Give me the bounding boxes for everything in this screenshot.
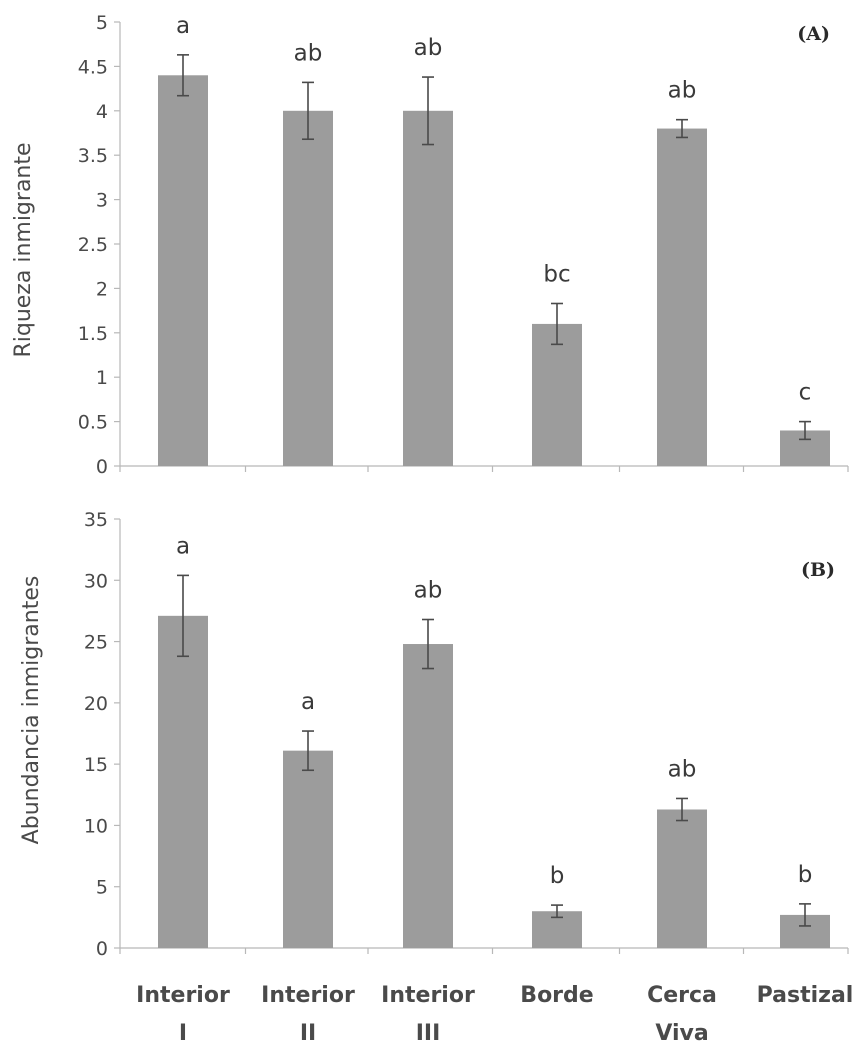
y-tick-label: 0.5 [78,412,108,434]
bar [283,750,333,948]
category-label: Borde [520,983,593,1008]
category-label-line: II [300,1021,316,1046]
significance-label: b [798,862,813,888]
significance-label: ab [294,40,323,66]
y-tick-label: 25 [84,632,108,654]
significance-label: a [176,13,190,39]
y-tick-label: 3 [96,190,108,212]
y-tick-label: 35 [84,509,108,531]
y-tick-label: 0 [96,938,108,960]
bar [403,110,453,467]
y-tick-label: 1.5 [78,323,108,345]
bar [532,323,582,466]
significance-label: ab [414,578,443,604]
bar [283,110,333,467]
category-label-line: Interior [381,983,475,1008]
y-tick-label: 4 [96,101,108,123]
significance-label: bc [543,261,570,287]
bar [403,644,453,948]
y-tick-label: 1 [96,367,108,389]
bar [657,809,707,948]
significance-label: c [799,380,812,406]
category-label: Pastizal [757,983,854,1008]
category-label-line: Pastizal [757,983,854,1008]
panel-label: (B) [801,559,835,581]
category-label-line: Borde [520,983,593,1008]
chart-panel-a: 0 0.5 1 1.5 2 2.5 3 3.5 4 4.5 5 Riqueza inmigrante (… [11,12,849,478]
y-tick-label: 3.5 [78,145,108,167]
y-tick-label: 2.5 [78,234,108,256]
y-axis-title: Riqueza inmigrante [11,142,36,357]
panel-label: (A) [797,23,830,45]
y-tick-label: 10 [84,815,108,837]
significance-label: b [550,863,565,889]
bar [657,128,707,466]
y-tick-label: 2 [96,278,108,300]
significance-label: a [176,533,190,559]
category-label-line: Cerca [647,983,717,1008]
category-label-line: Interior [261,983,355,1008]
category-label: Cerca Viva [647,983,717,1046]
significance-label: ab [414,35,443,61]
y-tick-label: 20 [84,693,108,715]
significance-label: a [301,689,315,715]
category-label-line: I [179,1021,187,1046]
category-label: Interior II [261,983,355,1046]
y-tick-label: 15 [84,754,108,776]
category-axis-labels: Interior I Interior II Interior III Borde Cerca… [136,983,853,1046]
category-label: Interior I [136,983,230,1046]
y-tick-label: 30 [84,570,108,592]
chart-panel-b: 0 5 10 15 20 25 30 35 Abundancia inmigrantes (B) a… [19,509,849,960]
y-tick-label: 5 [96,877,108,899]
category-label-line: III [416,1021,441,1046]
y-tick-label: 0 [96,456,108,478]
significance-label: ab [668,756,697,782]
category-label: Interior III [381,983,475,1046]
bar [158,75,208,466]
significance-label: ab [668,78,697,104]
category-label-line: Viva [655,1021,708,1046]
y-axis-title: Abundancia inmigrantes [19,576,44,845]
category-label-line: Interior [136,983,230,1008]
y-tick-label: 4.5 [78,56,108,78]
y-tick-label: 5 [96,12,108,34]
bar [158,615,208,948]
